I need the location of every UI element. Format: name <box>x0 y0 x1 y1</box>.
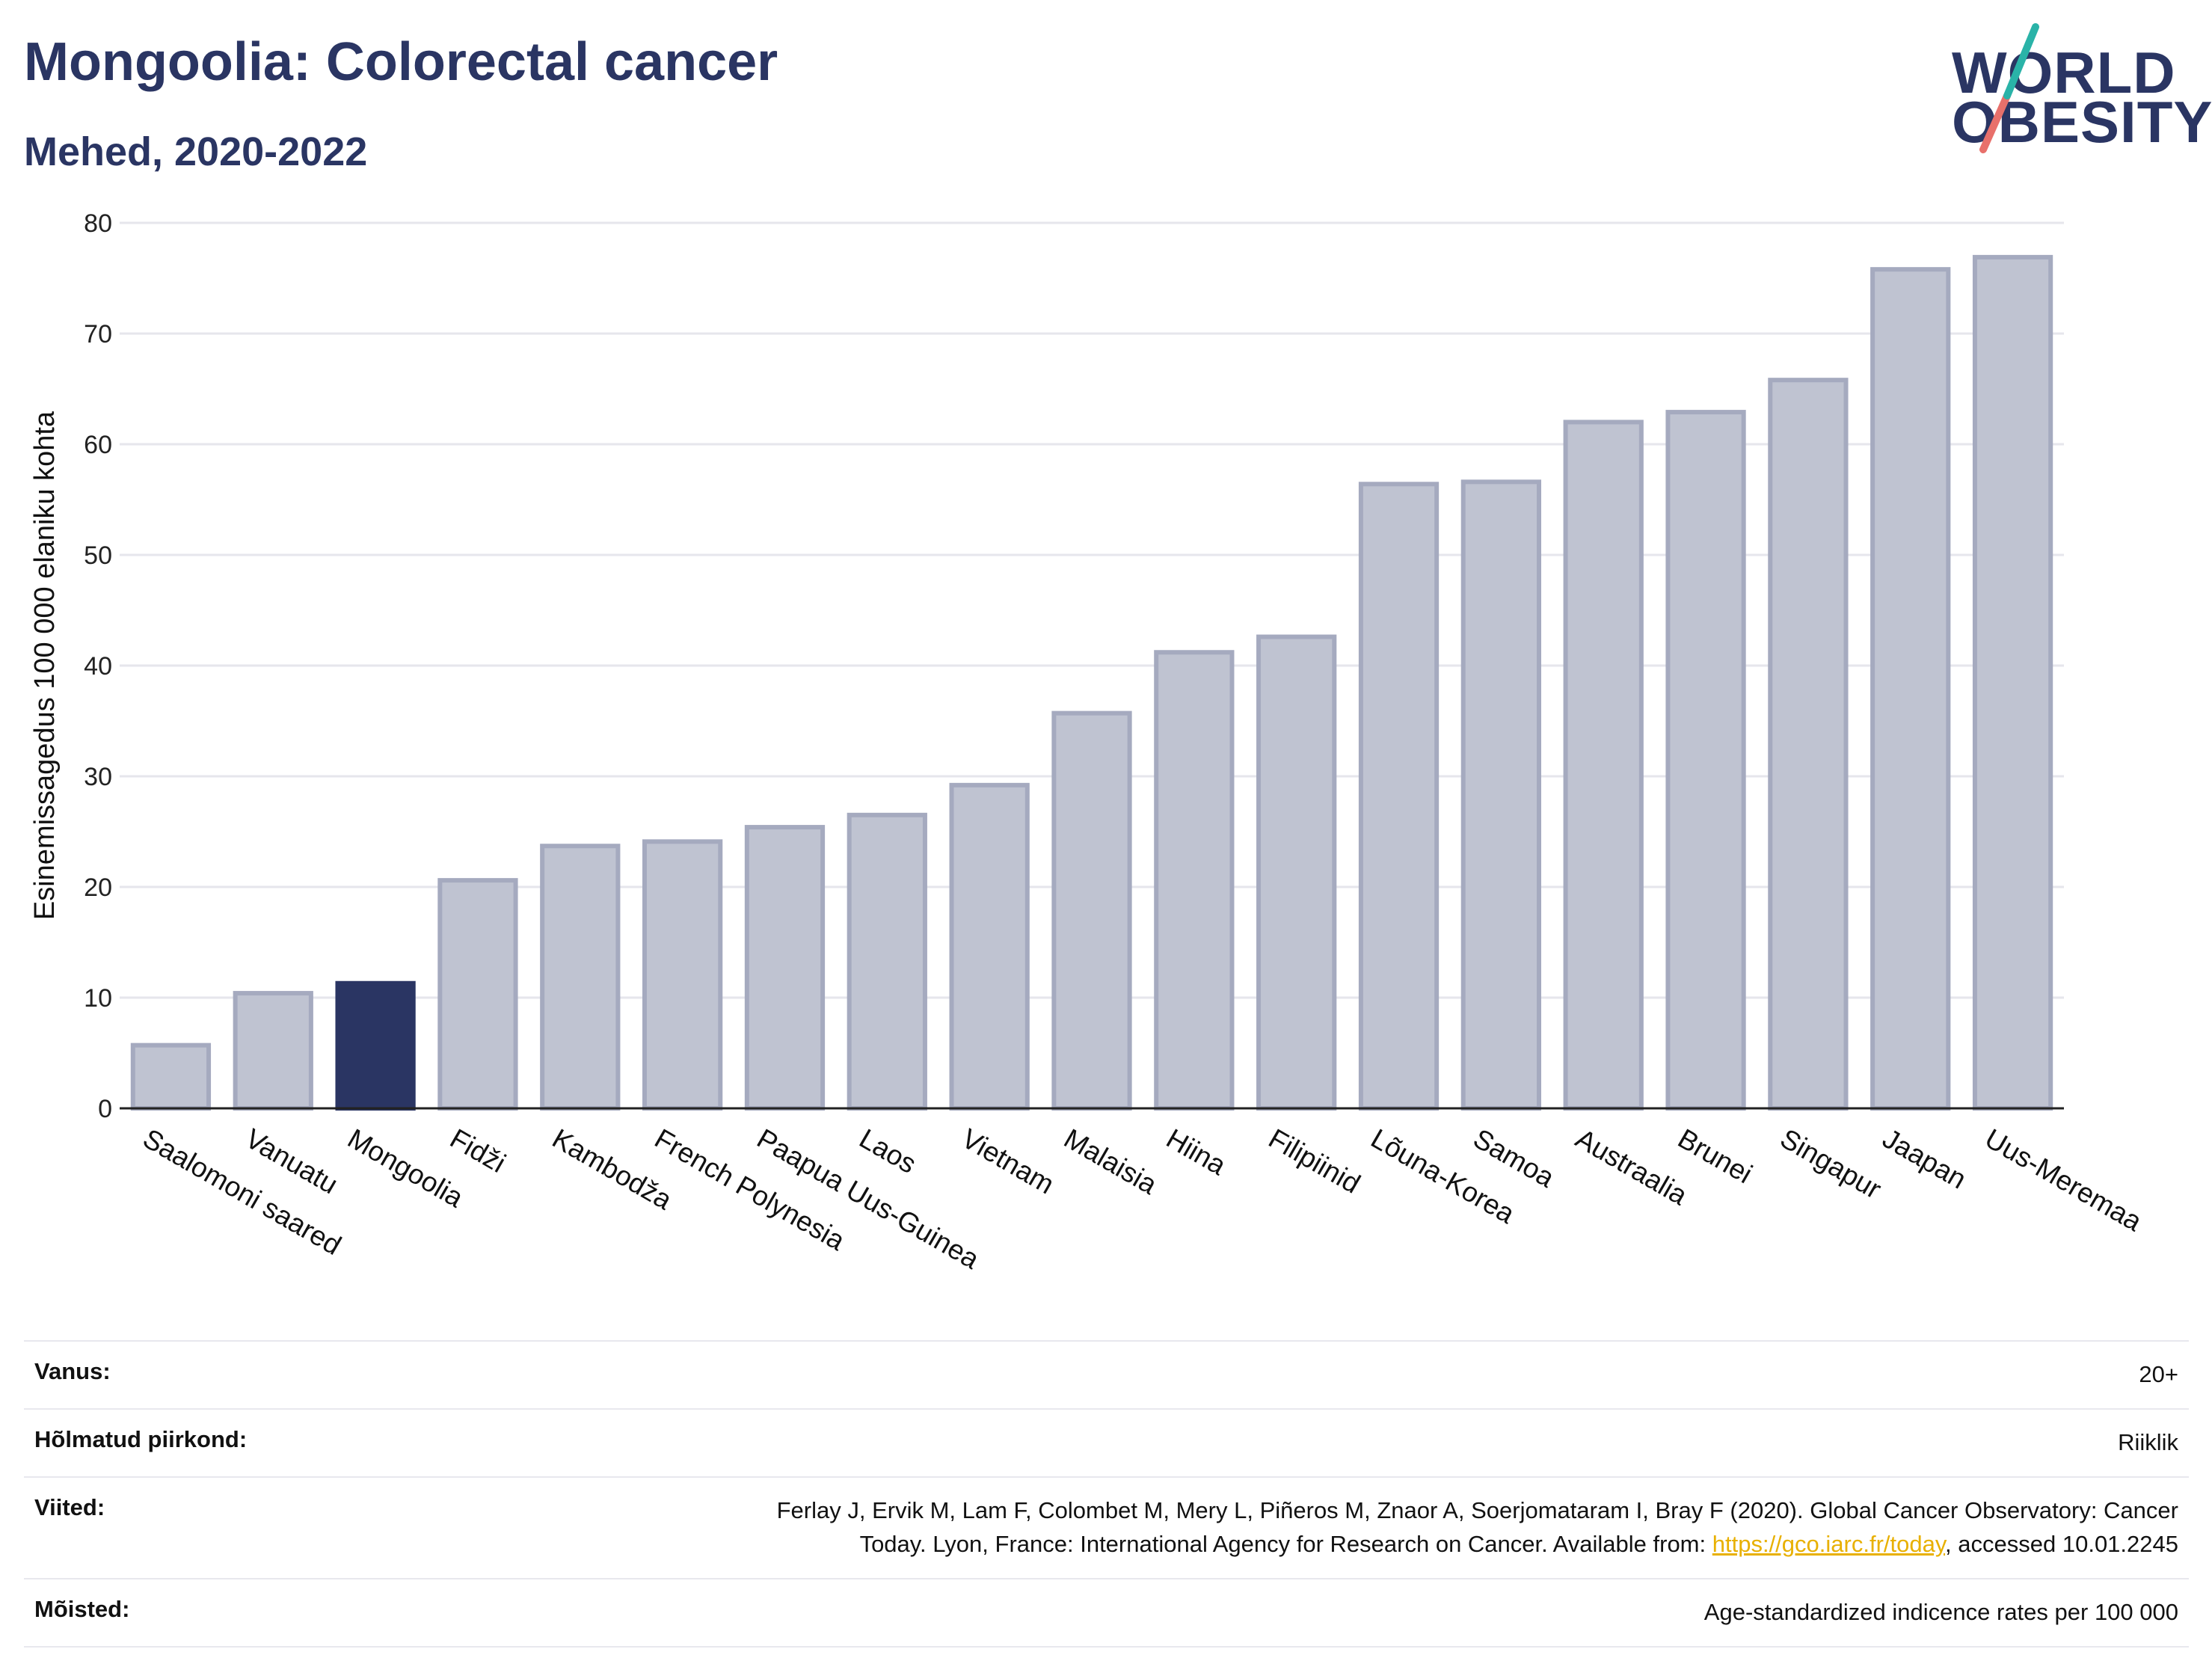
x-tick-label: Jaapan <box>1878 1123 1972 1194</box>
bar <box>1460 479 1541 1111</box>
bar <box>642 839 723 1111</box>
x-tick-label: Laos <box>854 1123 921 1179</box>
x-tick-label: Brunei <box>1673 1123 1757 1189</box>
info-row-definitions: Mõisted: Age-standardized indicence rate… <box>24 1578 2189 1647</box>
bar <box>437 878 518 1111</box>
definitions-value: Age-standardized indicence rates per 100… <box>1703 1598 2178 1625</box>
references-label: Viited: <box>34 1493 105 1520</box>
y-tick-label: 80 <box>84 209 112 238</box>
x-tick-label: Austraalia <box>1570 1123 1692 1211</box>
y-tick-label: 20 <box>84 873 112 902</box>
x-tick-label: Mongoolia <box>342 1123 469 1213</box>
x-tick-label: Malaisia <box>1059 1123 1162 1200</box>
bar <box>847 812 927 1111</box>
y-tick-label: 0 <box>98 1095 112 1123</box>
logo-line-1: WORLD <box>1952 40 2176 105</box>
logo-slash-icon <box>1979 23 2039 153</box>
references-line-2-suffix: , accessed 10.01.2245 <box>1945 1530 2178 1557</box>
bar <box>1256 634 1337 1111</box>
info-row-region: Hõlmatud piirkond: Riiklik <box>24 1408 2189 1477</box>
y-tick-label: 60 <box>84 431 112 459</box>
y-tick-label: 40 <box>84 652 112 681</box>
info-table: Vanus: 20+ Hõlmatud piirkond: Riiklik Vi… <box>24 1340 2189 1648</box>
bar <box>540 844 621 1111</box>
region-value: Riiklik <box>2118 1428 2178 1455</box>
bar <box>335 980 416 1111</box>
bar <box>1665 410 1746 1111</box>
x-tick-label: Hiina <box>1161 1123 1232 1181</box>
y-tick-label: 10 <box>84 984 112 1013</box>
chart-title: Mongoolia: Colorectal cancer <box>24 32 778 92</box>
info-row-age: Vanus: 20+ <box>24 1341 2189 1409</box>
world-obesity-logo: WORLD OBESITY <box>1952 21 2212 156</box>
bar <box>1051 710 1132 1111</box>
bar <box>1972 254 2053 1111</box>
bar <box>130 1043 212 1111</box>
y-axis-title: Esinemissagedus 100 000 elaniku kohta <box>29 411 61 920</box>
y-tick-label: 30 <box>84 763 112 791</box>
y-tick-label: 50 <box>84 541 112 570</box>
age-label: Vanus: <box>34 1358 111 1384</box>
bar <box>1154 650 1235 1111</box>
definitions-label: Mõisted: <box>34 1595 130 1622</box>
references-line-1: Ferlay J, Ervik M, Lam F, Colombet M, Me… <box>776 1496 2178 1523</box>
references-link[interactable]: https://gco.iarc.fr/today <box>1712 1530 1946 1557</box>
x-tick-label: Singapur <box>1775 1123 1887 1205</box>
bar <box>1870 267 1951 1111</box>
x-tick-label: French Polynesia <box>650 1123 850 1256</box>
bar <box>233 991 313 1111</box>
bar <box>744 825 826 1111</box>
age-value: 20+ <box>2139 1361 2178 1387</box>
references-value: Ferlay J, Ervik M, Lam F, Colombet M, Me… <box>494 1477 2189 1579</box>
info-row-references: Viited: Ferlay J, Ervik M, Lam F, Colomb… <box>24 1476 2189 1579</box>
bar <box>1358 482 1440 1111</box>
chart-subtitle: Mehed, 2020-2022 <box>24 129 368 174</box>
region-label: Hõlmatud piirkond: <box>34 1425 248 1452</box>
bar <box>1563 420 1644 1111</box>
y-tick-label: 70 <box>84 320 112 348</box>
x-tick-label: Vietnam <box>956 1123 1059 1200</box>
bar <box>1768 378 1849 1111</box>
references-line-2-prefix: Today. Lyon, France: International Agenc… <box>859 1530 1712 1557</box>
x-tick-label: Filipiinid <box>1264 1123 1365 1199</box>
bar <box>949 782 1030 1111</box>
x-tick-label: Uus-Meremaa <box>1980 1123 2148 1237</box>
x-tick-label: Fidži <box>445 1123 511 1179</box>
